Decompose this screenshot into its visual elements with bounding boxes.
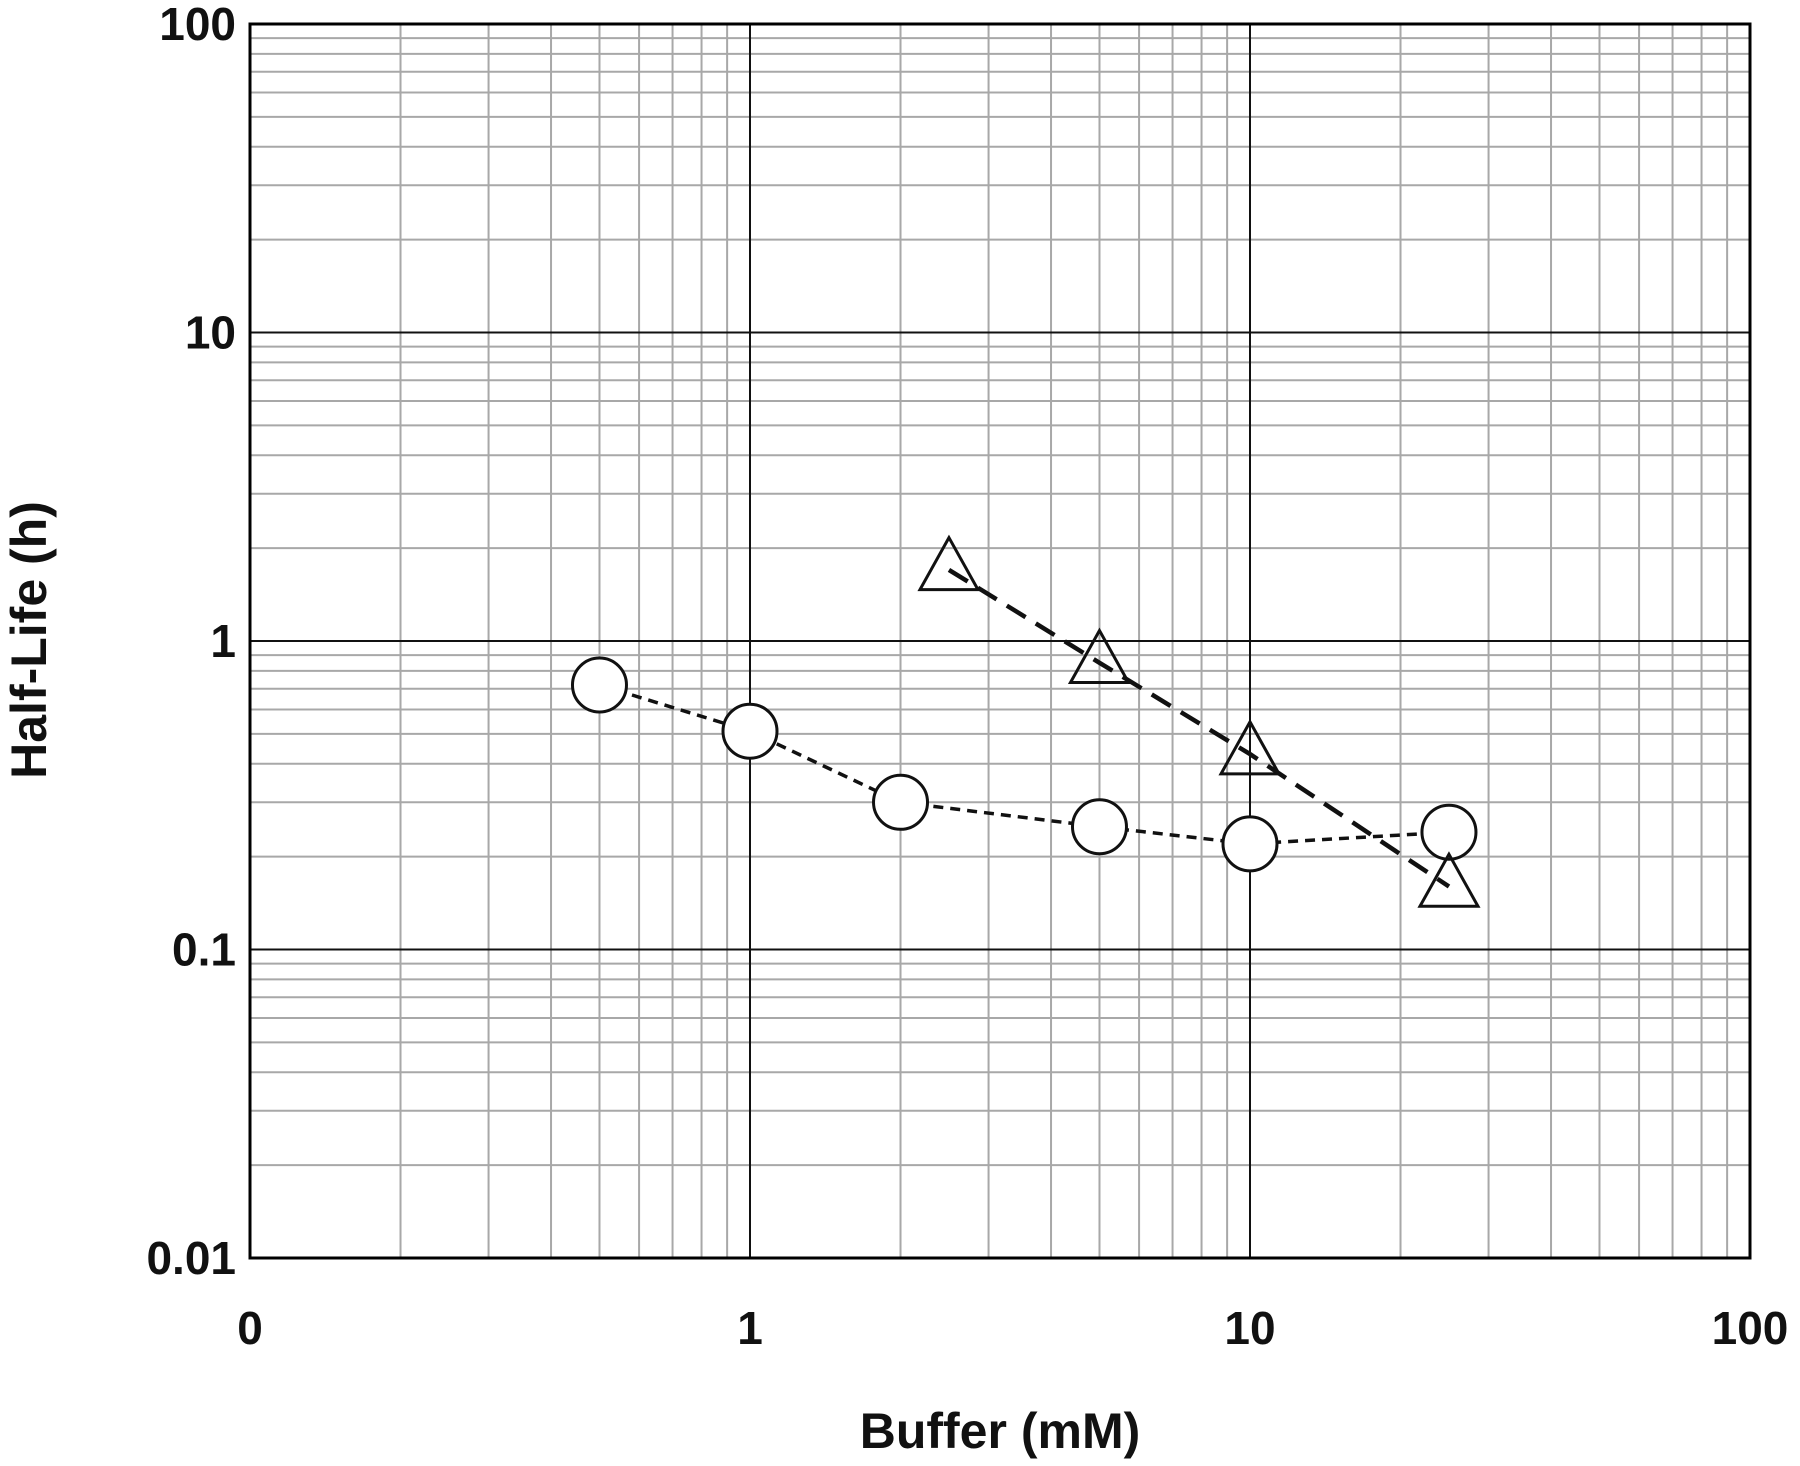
y-tick-label: 0.01 <box>146 1232 236 1284</box>
data-point-triangle <box>917 534 981 592</box>
x-tick-label: 1 <box>737 1302 763 1354</box>
y-tick-label: 100 <box>159 0 236 50</box>
data-point-circle <box>721 702 779 760</box>
x-tick-label: 0 <box>237 1302 263 1354</box>
y-axis-ticks: 0.01 0.1 1 10 100 <box>146 0 236 1284</box>
x-axis-title: Buffer (mM) <box>860 1403 1141 1459</box>
data-point-circle <box>872 773 930 831</box>
data-point-triangle <box>1067 627 1132 685</box>
data-point-circle <box>570 656 628 714</box>
plot-frame <box>248 22 1752 1260</box>
series-layer <box>570 534 1481 908</box>
y-tick-label: 1 <box>210 615 236 667</box>
data-point-circle <box>1221 815 1279 873</box>
x-tick-label: 10 <box>1224 1302 1275 1354</box>
data-point-triangle <box>1417 851 1481 908</box>
data-point-circle <box>1420 803 1478 861</box>
major-grid <box>250 24 1750 1258</box>
data-point-circle <box>1070 798 1128 856</box>
y-axis-title: Half-Life (h) <box>1 501 57 779</box>
data-point-triangle <box>1218 718 1282 776</box>
series-line-triangle <box>947 567 1451 889</box>
x-axis-ticks: 0 1 10 100 <box>237 1302 1788 1354</box>
y-tick-label: 0.1 <box>172 924 236 976</box>
y-tick-label: 10 <box>185 307 236 359</box>
x-tick-label: 100 <box>1712 1302 1789 1354</box>
